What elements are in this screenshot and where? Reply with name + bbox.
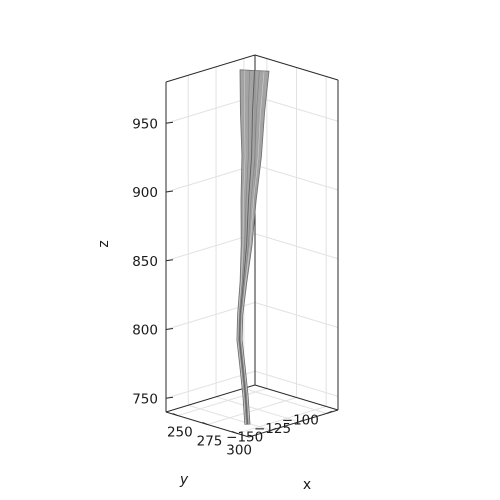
y-tick-mark <box>271 427 277 431</box>
box-edge-floor-back-right <box>254 384 339 411</box>
z-tick-mark <box>165 190 174 193</box>
surface-mesh-strand <box>240 70 265 425</box>
z-tick-label: 950 <box>132 116 158 132</box>
gridline-x-floor <box>177 388 268 417</box>
z-tick-label: 750 <box>132 391 158 407</box>
x-tick-label: 275 <box>197 434 223 450</box>
x-tick-label: 300 <box>226 442 252 458</box>
surface-mesh-strand <box>237 70 246 425</box>
surface-layer <box>236 69 270 425</box>
gridline-x-floor <box>207 397 297 425</box>
y-tick-label: −100 <box>282 412 319 428</box>
box-edge-floor-front-y <box>248 409 339 438</box>
x-tick-label: 250 <box>167 425 193 441</box>
y-tick-mark <box>298 419 305 423</box>
gridline-z-left-pane <box>165 370 256 399</box>
z-tick-label: 850 <box>132 254 158 270</box>
z-axis-label: z <box>96 240 112 247</box>
x-tick-mark <box>202 422 208 425</box>
gridline-y-floor <box>188 404 272 431</box>
x-tick-mark <box>231 430 238 434</box>
surface-mesh-strand <box>238 70 250 425</box>
z-tick-mark <box>165 259 174 262</box>
gridline-y-floor <box>243 387 328 414</box>
box-edge-top-right <box>254 54 339 81</box>
gridline-x-floor <box>236 405 327 434</box>
y-tick-label: −150 <box>226 429 263 445</box>
box-edge-top-left <box>165 54 256 83</box>
gridline-y-floor <box>215 396 300 423</box>
y-tick-mark <box>326 410 333 414</box>
y-tick-label: −125 <box>254 421 291 437</box>
y-axis-label: y <box>179 472 189 488</box>
gridline-z-left-pane <box>165 164 256 193</box>
z-tick-mark <box>165 396 174 399</box>
surface-body <box>236 69 270 425</box>
surface-mesh-strand <box>240 70 260 425</box>
surface-centerline <box>239 70 255 425</box>
gridline-z-left-pane <box>165 233 256 262</box>
x-tick-mark <box>172 413 179 417</box>
z-tick-label: 800 <box>132 323 158 339</box>
z-tick-mark <box>165 121 174 124</box>
x-axis-label: x <box>303 477 311 493</box>
z-tick-mark <box>165 328 174 330</box>
z-tick-label: 900 <box>132 185 158 201</box>
box-edge-floor-back-left <box>165 384 256 413</box>
